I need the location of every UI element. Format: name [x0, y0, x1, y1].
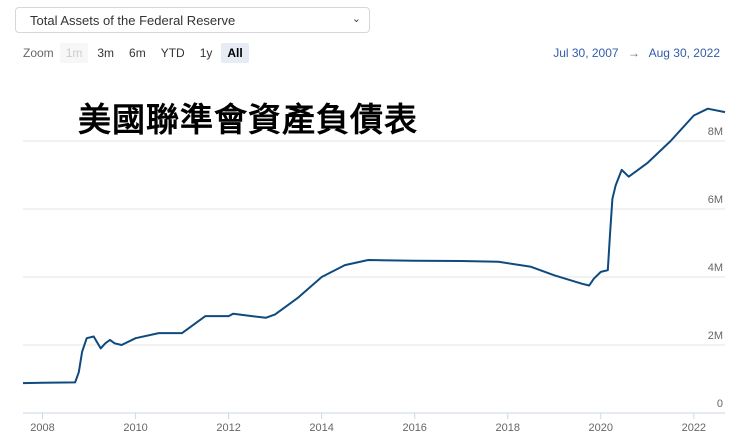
y-tick-label: 0	[717, 398, 723, 410]
x-tick-label: 2018	[496, 422, 520, 434]
y-tick-label: 2M	[708, 330, 723, 342]
zoom-3m-button[interactable]: 3m	[97, 46, 115, 60]
zoom-1y-button[interactable]: 1y	[199, 46, 213, 60]
x-tick-label: 2020	[589, 422, 613, 434]
x-tick-label: 2022	[682, 422, 706, 434]
x-tick-label: 2008	[30, 422, 54, 434]
date-range: Jul 30, 2007 → Aug 30, 2022	[553, 46, 720, 60]
zoom-all-button[interactable]: All	[221, 43, 249, 63]
y-tick-label: 6M	[708, 194, 723, 206]
zoom-controls: Zoom 1m 3m 6m YTD 1y All	[23, 43, 252, 63]
x-tick-label: 2016	[402, 422, 426, 434]
zoom-1m-button[interactable]: 1m	[59, 43, 89, 63]
chevron-down-icon: ⌄	[351, 13, 361, 25]
y-tick-label: 8M	[708, 126, 723, 138]
zoom-label: Zoom	[23, 46, 54, 60]
range-arrow: →	[627, 46, 640, 60]
series-selector-value: Total Assets of the Federal Reserve	[30, 13, 236, 28]
x-tick-label: 2010	[123, 422, 147, 434]
zoom-ytd-button[interactable]: YTD	[160, 46, 185, 60]
chart-title: 美國聯準會資產負債表	[78, 100, 418, 139]
range-to[interactable]: Aug 30, 2022	[648, 46, 720, 60]
y-tick-label: 4M	[708, 262, 723, 274]
zoom-6m-button[interactable]: 6m	[129, 46, 146, 60]
x-tick-label: 2012	[216, 422, 240, 434]
range-from[interactable]: Jul 30, 2007	[553, 46, 619, 60]
series-line[interactable]	[22, 107, 726, 385]
x-tick-label: 2014	[309, 422, 333, 434]
series-selector[interactable]: Total Assets of the Federal Reserve ⌄	[15, 7, 370, 33]
